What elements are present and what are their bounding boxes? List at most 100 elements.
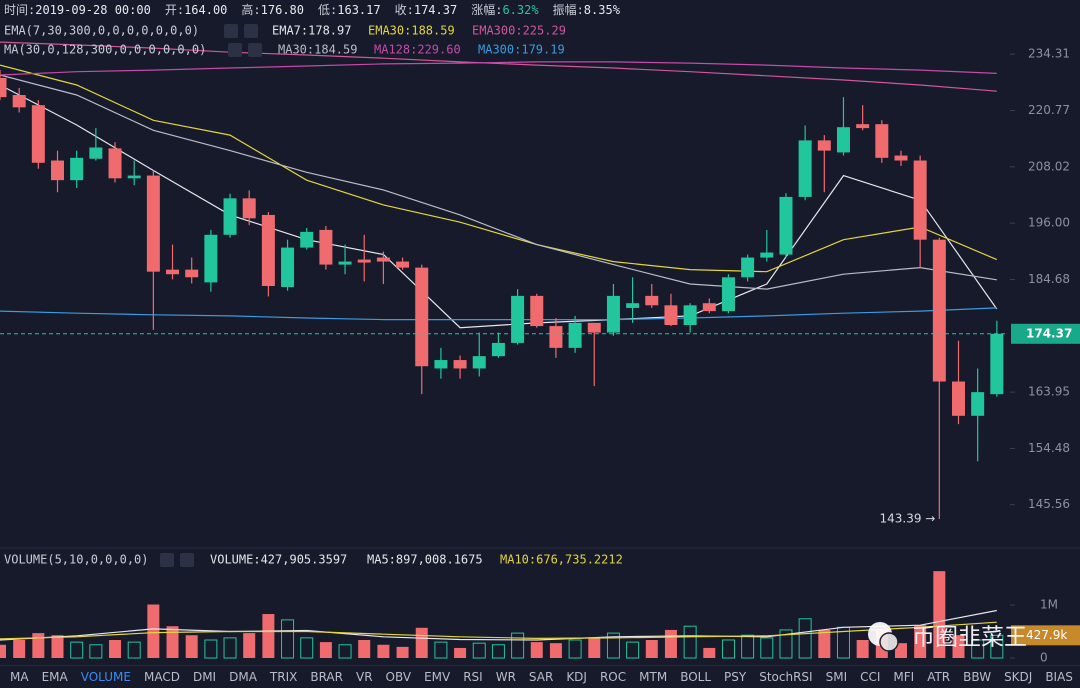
indicator-tab[interactable]: MACD — [143, 670, 180, 684]
volume-bar — [741, 634, 755, 659]
indicator-tab[interactable]: MA — [10, 670, 29, 684]
volume-bar — [204, 639, 218, 659]
volume-bar — [0, 644, 6, 658]
volume-bar — [127, 641, 141, 659]
volume-bar — [798, 618, 812, 659]
candle-body — [338, 261, 352, 265]
legend-title: VOLUME(5,10,0,0,0,0) — [4, 553, 149, 567]
volume-bar — [223, 637, 237, 659]
volume-bar — [51, 635, 64, 658]
legend-icon[interactable] — [228, 43, 242, 57]
volume-bar — [319, 642, 332, 658]
indicator-line — [0, 307, 997, 321]
indicator-tab[interactable]: ATR — [927, 670, 951, 684]
candle-body — [396, 261, 410, 268]
candle-body — [300, 231, 314, 248]
volume-bar — [818, 629, 831, 658]
indicator-tab[interactable]: CCI — [860, 670, 881, 684]
indicator-tab[interactable]: VOLUME — [80, 670, 131, 684]
y-tick-label: 220.77 — [1028, 103, 1070, 117]
indicator-tab[interactable]: SMI — [825, 670, 848, 684]
indicator-tab[interactable]: SAR — [528, 670, 554, 684]
candle-body — [281, 247, 295, 288]
candle-body — [491, 342, 505, 357]
indicator-tab[interactable]: EMA — [41, 670, 68, 684]
volume-pane — [0, 571, 1004, 659]
indicator-tab[interactable]: BIAS — [1045, 670, 1073, 684]
indicator-tab[interactable]: ROC — [599, 670, 627, 684]
legend: 时间:2019-09-28 00:00 开:164.00 高:176.80 低:163… — [4, 2, 623, 567]
candle-body — [127, 175, 141, 179]
candle-body — [779, 196, 793, 255]
legend-icon[interactable] — [224, 24, 238, 38]
indicator-line — [0, 609, 997, 641]
volume-bar — [568, 639, 582, 659]
indicator-tab[interactable]: StochRSI — [759, 670, 813, 684]
indicator-tab[interactable]: BOLL — [680, 670, 712, 684]
candle-body — [741, 257, 755, 278]
volume-bar — [530, 642, 543, 658]
header-value: 174.37 — [414, 3, 457, 17]
y-tick-label: 184.68 — [1028, 272, 1070, 286]
legend-icon[interactable] — [180, 553, 194, 567]
indicator-tab[interactable]: BBW — [963, 670, 992, 684]
candle-body — [721, 277, 735, 312]
candle-body — [146, 175, 160, 272]
candle-body — [971, 392, 985, 416]
volume-bar — [914, 625, 927, 658]
volume-bar — [894, 643, 907, 658]
indicator-tab[interactable]: VR — [355, 670, 373, 684]
y-tick-label: 234.31 — [1028, 47, 1070, 61]
indicator-tab[interactable]: MTM — [639, 670, 668, 684]
y-tick-label: 1M — [1040, 598, 1058, 612]
legend-icon[interactable] — [248, 43, 262, 57]
watermark-icon — [879, 632, 899, 652]
volume-bar — [779, 629, 793, 659]
volume-bar — [990, 634, 1004, 659]
legend-entry: EMA7:178.97 — [272, 24, 351, 38]
candle-body — [530, 295, 544, 327]
legend-icon[interactable] — [160, 553, 174, 567]
volume-bar — [549, 643, 562, 658]
indicator-tab[interactable]: RSI — [463, 670, 483, 684]
volume-bar — [32, 633, 45, 658]
indicator-tab[interactable]: DMA — [229, 670, 257, 684]
indicator-tab[interactable]: BRAR — [310, 670, 343, 684]
volume-bar — [626, 641, 640, 659]
candle-body — [817, 140, 831, 151]
candle-body — [626, 303, 640, 308]
volume-bar — [588, 637, 601, 658]
indicator-tab[interactable]: PSY — [724, 670, 747, 684]
indicator-line — [0, 74, 997, 290]
indicator-line — [0, 41, 997, 92]
indicator-tab[interactable]: DMI — [192, 670, 217, 684]
y-tick-label: 163.95 — [1028, 385, 1070, 399]
indicator-tab[interactable]: MFI — [893, 670, 915, 684]
indicator-tab[interactable]: TRIX — [269, 670, 298, 684]
candle-body — [223, 198, 237, 235]
indicator-tab[interactable]: WR — [495, 670, 516, 684]
indicator-tab[interactable]: SKDJ — [1004, 670, 1033, 684]
volume-bar — [358, 639, 371, 658]
candle-body — [836, 127, 850, 153]
volume-bar — [338, 644, 352, 659]
candle-body — [261, 214, 275, 287]
header-label: 开: — [165, 3, 184, 17]
legend-title: EMA(7,30,300,0,0,0,0,0,0,0) — [4, 24, 199, 38]
candle-body — [549, 326, 563, 348]
indicator-tab[interactable]: OBV — [385, 670, 412, 684]
legend-entry: MA128:229.60 — [374, 43, 461, 57]
low-annotation: 143.39 → — [879, 511, 935, 525]
candle-body — [472, 356, 486, 369]
indicator-tab[interactable]: KDJ — [566, 670, 587, 684]
indicator-tab[interactable]: EMV — [424, 670, 451, 684]
candle-body — [12, 95, 26, 108]
legend-title: MA(30,0,128,300,0,0,0,0,0,0) — [4, 43, 206, 57]
candle-body — [51, 160, 65, 181]
volume-bar — [109, 639, 122, 658]
legend-icon[interactable] — [244, 24, 258, 38]
volume-bar — [396, 646, 409, 658]
header-value: 163.17 — [337, 3, 380, 17]
volume-bar — [377, 644, 390, 658]
